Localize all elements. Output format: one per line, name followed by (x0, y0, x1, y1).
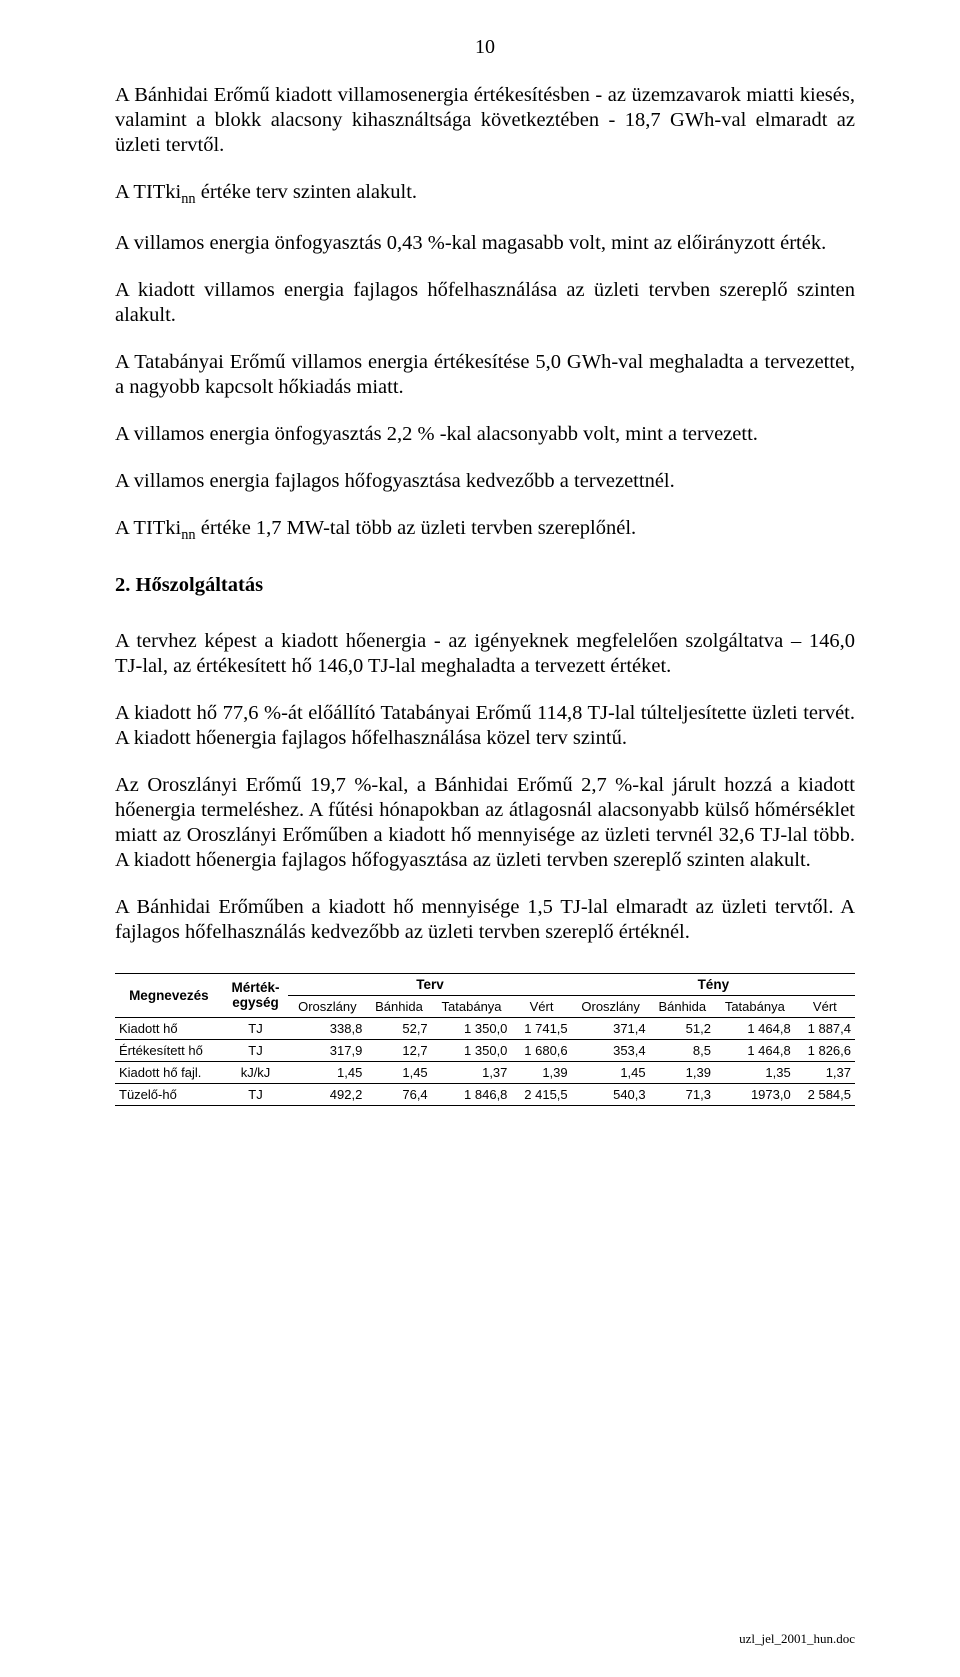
cell: 1 846,8 (432, 1084, 512, 1106)
cell: 1973,0 (715, 1084, 795, 1106)
cell: 1,37 (432, 1062, 512, 1084)
table-row: Kiadott hő TJ 338,8 52,7 1 350,0 1 741,5… (115, 1018, 855, 1040)
text: értéke terv szinten alakult. (196, 181, 417, 203)
cell: 71,3 (650, 1084, 715, 1106)
column-subheader: Vért (511, 996, 571, 1018)
paragraph-block-1: A Bánhidai Erőmű kiadott villamosenergia… (115, 83, 855, 328)
cell: 353,4 (572, 1040, 650, 1062)
row-label: Értékesített hő (115, 1040, 223, 1062)
cell: 1 826,6 (795, 1040, 855, 1062)
subscript: nn (181, 191, 195, 207)
paragraph: A kiadott hő 77,6 %-át előállító Tatabán… (115, 701, 855, 751)
paragraph: A TITkinn értéke terv szinten alakult. (115, 180, 855, 209)
column-subheader: Tatabánya (432, 996, 512, 1018)
subscript: nn (181, 527, 195, 543)
cell: 1 350,0 (432, 1018, 512, 1040)
cell: 371,4 (572, 1018, 650, 1040)
paragraph: A kiadott villamos energia fajlagos hőfe… (115, 278, 855, 328)
paragraph: Az Oroszlányi Erőmű 19,7 %-kal, a Bánhid… (115, 773, 855, 873)
paragraph: A Bánhidai Erőműben a kiadott hő mennyis… (115, 895, 855, 945)
section-heading: 2. Hőszolgáltatás (115, 574, 855, 597)
cell: 540,3 (572, 1084, 650, 1106)
text: A TITki (115, 517, 181, 539)
cell: 1,45 (572, 1062, 650, 1084)
paragraph: A tervhez képest a kiadott hőenergia - a… (115, 629, 855, 679)
column-subheader: Oroszlány (572, 996, 650, 1018)
paragraph: A villamos energia önfogyasztás 0,43 %-k… (115, 231, 855, 256)
paragraph: A villamos energia önfogyasztás 2,2 % -k… (115, 422, 855, 447)
cell: 52,7 (366, 1018, 431, 1040)
table-head: Megnevezés Mérték-egység Terv Tény Orosz… (115, 974, 855, 1018)
column-header: Megnevezés (115, 974, 223, 1018)
row-unit: TJ (223, 1018, 289, 1040)
cell: 1 464,8 (715, 1018, 795, 1040)
cell: 1,39 (511, 1062, 571, 1084)
footer-filename: uzl_jel_2001_hun.doc (739, 1631, 855, 1647)
cell: 317,9 (288, 1040, 366, 1062)
paragraph: A Bánhidai Erőmű kiadott villamosenergia… (115, 83, 855, 158)
cell: 1,35 (715, 1062, 795, 1084)
paragraph: A villamos energia fajlagos hőfogyasztás… (115, 469, 855, 494)
cell: 12,7 (366, 1040, 431, 1062)
cell: 2 415,5 (511, 1084, 571, 1106)
column-group-header: Tény (572, 974, 855, 996)
table-row: Tüzelő-hő TJ 492,2 76,4 1 846,8 2 415,5 … (115, 1084, 855, 1106)
table-row: Kiadott hő fajl. kJ/kJ 1,45 1,45 1,37 1,… (115, 1062, 855, 1084)
cell: 1 887,4 (795, 1018, 855, 1040)
row-unit: TJ (223, 1040, 289, 1062)
column-subheader: Tatabánya (715, 996, 795, 1018)
cell: 8,5 (650, 1040, 715, 1062)
row-unit: TJ (223, 1084, 289, 1106)
cell: 1 680,6 (511, 1040, 571, 1062)
column-header: Mérték-egység (223, 974, 289, 1018)
cell: 1,39 (650, 1062, 715, 1084)
cell: 2 584,5 (795, 1084, 855, 1106)
column-subheader: Bánhida (650, 996, 715, 1018)
table-row: Értékesített hő TJ 317,9 12,7 1 350,0 1 … (115, 1040, 855, 1062)
paragraph: A Tatabányai Erőmű villamos energia érté… (115, 350, 855, 400)
row-label: Kiadott hő fajl. (115, 1062, 223, 1084)
row-unit: kJ/kJ (223, 1062, 289, 1084)
table-row: Megnevezés Mérték-egység Terv Tény (115, 974, 855, 996)
cell: 1,37 (795, 1062, 855, 1084)
text: A TITki (115, 181, 181, 203)
document-page: 10 A Bánhidai Erőmű kiadott villamosener… (0, 0, 960, 1677)
column-subheader: Vért (795, 996, 855, 1018)
paragraph-block-3: A tervhez képest a kiadott hőenergia - a… (115, 629, 855, 751)
table-body: Kiadott hő TJ 338,8 52,7 1 350,0 1 741,5… (115, 1018, 855, 1106)
cell: 1 350,0 (432, 1040, 512, 1062)
page-number: 10 (115, 36, 855, 59)
column-group-header: Terv (288, 974, 571, 996)
cell: 76,4 (366, 1084, 431, 1106)
cell: 1 741,5 (511, 1018, 571, 1040)
text: értéke 1,7 MW-tal több az üzleti tervben… (196, 517, 637, 539)
cell: 1,45 (366, 1062, 431, 1084)
row-label: Tüzelő-hő (115, 1084, 223, 1106)
column-subheader: Bánhida (366, 996, 431, 1018)
cell: 492,2 (288, 1084, 366, 1106)
cell: 1 464,8 (715, 1040, 795, 1062)
cell: 51,2 (650, 1018, 715, 1040)
column-subheader: Oroszlány (288, 996, 366, 1018)
data-table: Megnevezés Mérték-egység Terv Tény Orosz… (115, 973, 855, 1106)
cell: 1,45 (288, 1062, 366, 1084)
paragraph: A TITkinn értéke 1,7 MW-tal több az üzle… (115, 516, 855, 545)
cell: 338,8 (288, 1018, 366, 1040)
row-label: Kiadott hő (115, 1018, 223, 1040)
paragraph-block-2: A Tatabányai Erőmű villamos energia érté… (115, 350, 855, 494)
